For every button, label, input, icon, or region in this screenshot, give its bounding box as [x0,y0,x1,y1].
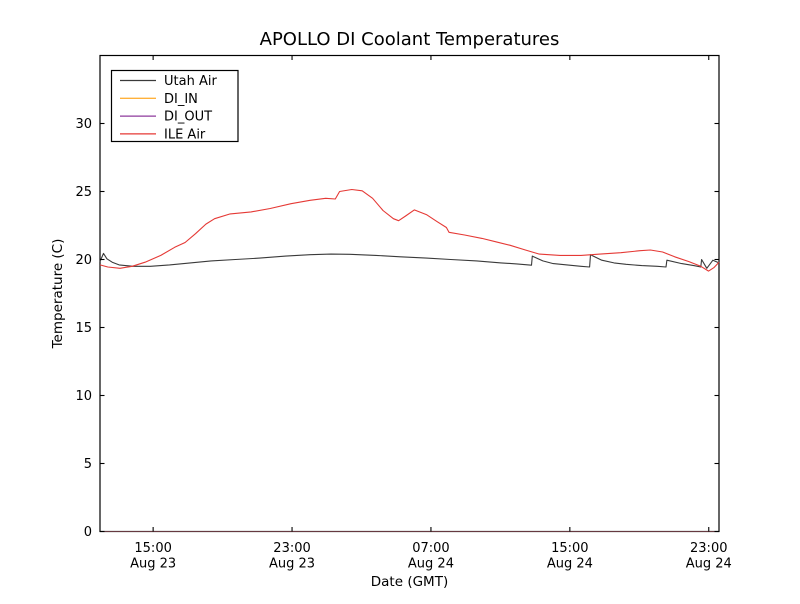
legend-label-di-out: DI_OUT [164,110,212,125]
y-tick-label: 30 [75,117,92,132]
x-tick-label-time: 15:00 [134,541,171,556]
y-tick-label: 10 [75,389,92,404]
chart-title: APOLLO DI Coolant Temperatures [260,29,560,50]
y-tick-label: 15 [75,321,92,336]
legend: Utah Air DI_IN DI_OUT ILE Air [110,69,239,143]
series-lines [99,188,720,533]
y-tick-label: 25 [75,185,92,200]
x-tick-label-date: Aug 23 [269,557,315,572]
legend-label-utah-air: Utah Air [164,74,217,89]
y-axis-label: Temperature (C) [50,239,66,350]
x-tick-label-date: Aug 24 [547,557,593,572]
x-tick-label-time: 07:00 [412,541,449,556]
legend-label-ile-air: ILE Air [164,127,206,142]
series-line-ile-air [99,188,720,272]
x-tick-label-date: Aug 24 [408,557,454,572]
y-tick-label: 20 [75,253,92,268]
y-tick-label: 5 [84,457,92,472]
x-tick-label-time: 23:00 [273,541,310,556]
series-line-utah-air [99,252,720,269]
x-tick-label-date: Aug 23 [130,557,176,572]
x-axis-label: Date (GMT) [371,574,448,590]
y-tick-label: 0 [84,525,92,540]
legend-box [110,69,239,143]
x-tick-label-time: 15:00 [551,541,588,556]
axes-ticks [100,55,719,533]
legend-label-di-in: DI_IN [164,92,198,107]
x-tick-label-date: Aug 24 [686,557,732,572]
x-tick-label-time: 23:00 [690,541,727,556]
